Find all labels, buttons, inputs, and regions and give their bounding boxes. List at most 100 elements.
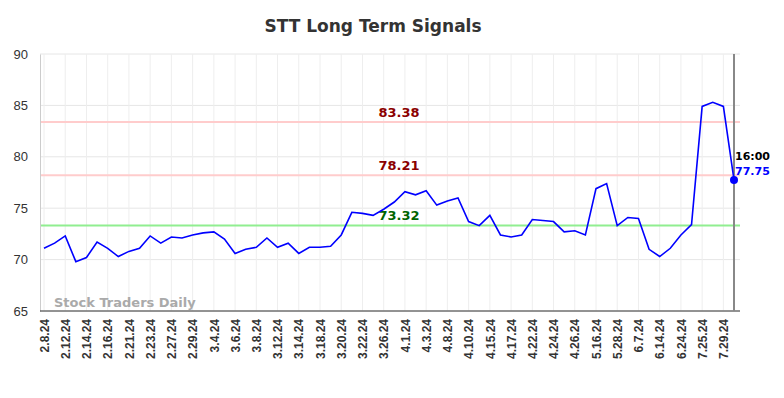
y-tick-label: 70 [14, 252, 28, 267]
x-tick-label: 4.10.24 [462, 319, 476, 359]
x-tick-label: 4.3.24 [420, 319, 434, 353]
x-tick-label: 2.27.24 [165, 319, 179, 359]
grid-line [341, 54, 342, 311]
watermark: Stock Traders Daily [54, 295, 196, 310]
x-tick: 3.8.24 [250, 311, 264, 352]
grid-line [65, 54, 66, 311]
x-tick-label: 4.24.24 [547, 319, 561, 359]
grid-line [320, 54, 321, 311]
reference-label: 73.32 [378, 208, 419, 223]
x-tick-label: 2.8.24 [38, 319, 52, 353]
x-tick-label: 3.22.24 [356, 319, 370, 359]
grid-line [235, 54, 236, 311]
grid-line [40, 311, 740, 312]
x-tick-label: 2.16.24 [101, 319, 115, 359]
x-tick: 4.24.24 [547, 311, 561, 359]
x-tick: 4.8.24 [441, 311, 455, 352]
x-tick-label: 4.22.24 [526, 319, 540, 359]
y-tick-label: 75 [14, 201, 28, 216]
x-tick-label: 4.26.24 [568, 319, 582, 359]
grid-line [680, 54, 681, 311]
reference-label: 78.21 [378, 158, 419, 173]
grid-line [574, 54, 575, 311]
y-axis-line [40, 55, 41, 312]
x-tick-label: 7.25.24 [696, 319, 710, 359]
grid-line [702, 54, 703, 311]
x-tick-label: 5.28.24 [611, 319, 625, 359]
x-tick: 3.12.24 [271, 311, 285, 359]
x-tick-label: 2.29.24 [186, 319, 200, 359]
grid-line [86, 54, 87, 311]
y-tick-label: 80 [14, 149, 28, 164]
x-tick: 2.27.24 [165, 311, 179, 359]
reference-line [40, 121, 740, 123]
x-tick-label: 2.21.24 [123, 319, 137, 359]
grid-line [489, 54, 490, 311]
x-tick-label: 2.12.24 [59, 319, 73, 359]
x-tick: 2.29.24 [186, 311, 200, 359]
reference-lines [40, 122, 740, 225]
x-tick-label: 3.26.24 [377, 319, 391, 359]
x-tick: 4.1.24 [399, 311, 413, 352]
x-tick-label: 3.6.24 [229, 319, 243, 353]
grid-line [723, 54, 724, 311]
x-tick: 2.23.24 [144, 311, 158, 359]
x-tick: 3.18.24 [314, 311, 328, 359]
grid-line [659, 54, 660, 311]
x-tick: 3.14.24 [292, 311, 306, 359]
y-tick: 85 [14, 98, 40, 113]
x-tick: 4.26.24 [568, 311, 582, 359]
x-tick-label: 3.20.24 [335, 319, 349, 359]
x-tick-label: 2.23.24 [144, 319, 158, 359]
x-tick: 3.22.24 [356, 311, 370, 359]
title: STT Long Term Signals [264, 16, 481, 36]
x-tick: 2.16.24 [101, 311, 115, 359]
y-tick-label: 65 [14, 304, 28, 319]
grid-line [40, 156, 740, 157]
x-tick: 5.28.24 [611, 311, 625, 359]
x-tick-label: 3.14.24 [292, 319, 306, 359]
grid-line [617, 54, 618, 311]
x-tick: 2.8.24 [38, 311, 52, 352]
plot [44, 102, 738, 261]
x-tick-label: 2.14.24 [80, 319, 94, 359]
grid-line [171, 54, 172, 311]
x-tick: 4.10.24 [462, 311, 476, 359]
x-tick: 4.22.24 [526, 311, 540, 359]
x-tick: 7.29.24 [717, 311, 731, 359]
reference-line [40, 224, 740, 226]
x-tick-label: 4.1.24 [399, 319, 413, 353]
y-axis: 65 70 75 80 85 90 [14, 47, 41, 319]
x-tick: 4.15.24 [484, 311, 498, 359]
reference-label: 83.38 [378, 105, 419, 120]
grid-line [532, 54, 533, 311]
grid-line [150, 54, 151, 311]
x-tick: 3.6.24 [229, 311, 243, 352]
grid-line [468, 54, 469, 311]
grid-line [192, 54, 193, 311]
x-tick-label: 6.7.24 [632, 319, 646, 353]
grid-line [596, 54, 597, 311]
grid-line [256, 54, 257, 311]
grid-line [511, 54, 512, 311]
grid-line [107, 54, 108, 311]
grid-line [404, 54, 405, 311]
time-label: 16:00 [735, 150, 770, 163]
x-tick-label: 4.17.24 [505, 319, 519, 359]
y-tick: 65 [14, 304, 40, 319]
x-tick: 4.3.24 [420, 311, 434, 352]
y-tick-label: 90 [14, 47, 28, 62]
x-tick-label: 4.15.24 [484, 319, 498, 359]
x-tick-label: 3.18.24 [314, 319, 328, 359]
y-tick: 70 [14, 252, 40, 267]
x-tick-label: 4.8.24 [441, 319, 455, 353]
grid-line [298, 54, 299, 311]
x-tick: 7.25.24 [696, 311, 710, 359]
y-tick: 90 [14, 47, 40, 62]
grid-line [128, 54, 129, 311]
y-tick: 80 [14, 149, 40, 164]
x-tick: 6.24.24 [675, 311, 689, 359]
grid-line [40, 54, 740, 55]
x-tick-label: 3.4.24 [208, 319, 222, 353]
grid-line [553, 54, 554, 311]
